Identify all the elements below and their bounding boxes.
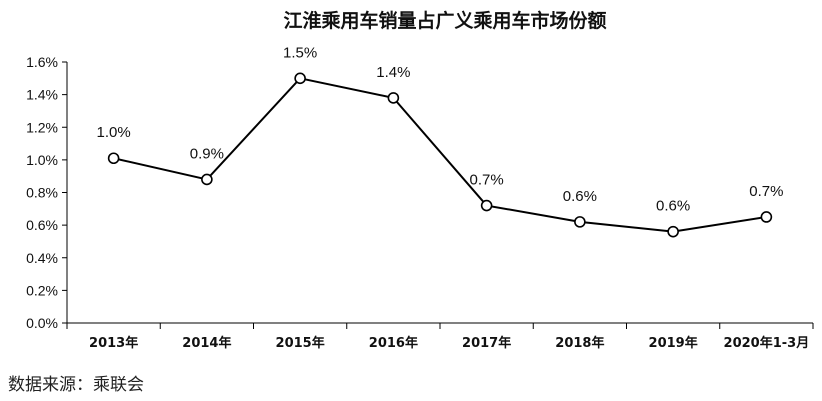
data-point-marker [480, 199, 493, 212]
data-point-marker [294, 72, 306, 85]
data-point-marker [201, 173, 213, 186]
source-note: 数据来源：乘联会 [8, 375, 144, 395]
data-label: 1.0% [97, 124, 131, 141]
data-point-marker [107, 152, 120, 165]
y-tick-label: 0.4% [26, 250, 58, 266]
data-label: 0.7% [749, 183, 783, 200]
data-label: 0.7% [470, 172, 504, 189]
y-tick-label: 0.6% [26, 217, 58, 233]
data-label: 1.5% [283, 44, 317, 61]
data-label: 1.4% [376, 64, 410, 81]
y-tick-label: 1.0% [26, 152, 58, 168]
axes: 0.0% 0.2% 0.4% 0.6% 0.8% 1.0% 1.2% 1.4% 1.6% 2013… [26, 54, 814, 351]
x-tick-label: 2015年 [276, 335, 325, 351]
y-tick-label: 0.0% [26, 315, 58, 331]
x-tick-label: 2014年 [182, 335, 231, 351]
x-tick-label: 2019年 [649, 335, 698, 351]
x-tick-label: 2018年 [555, 335, 604, 351]
data-labels: 1.0% 0.9% 1.5% 1.4% 0.7% 0.6% 0.6% 0.7% [97, 44, 784, 214]
y-tick-label: 0.2% [26, 282, 58, 298]
y-tick-label: 0.8% [26, 185, 58, 201]
y-tick-label: 1.2% [26, 119, 58, 135]
series-polyline [113, 77, 767, 233]
x-tick-label: 2020年1-3月 [724, 335, 810, 351]
x-tick-label: 2017年 [462, 335, 511, 351]
x-tick-label: 2013年 [89, 335, 138, 351]
series-line [107, 72, 773, 238]
chart-title: 江淮乘用车销量占广义乘用车市场份额 [283, 9, 606, 32]
data-point-marker [667, 225, 679, 238]
data-label: 0.9% [190, 145, 224, 162]
data-point-marker [760, 211, 773, 223]
data-label: 0.6% [656, 198, 690, 215]
y-tick-label: 1.4% [26, 87, 58, 103]
data-label: 0.6% [563, 188, 597, 205]
y-tick-label: 1.6% [26, 54, 58, 70]
data-point-marker [574, 216, 586, 228]
data-point-marker [387, 92, 400, 104]
x-tick-label: 2016年 [369, 335, 418, 351]
